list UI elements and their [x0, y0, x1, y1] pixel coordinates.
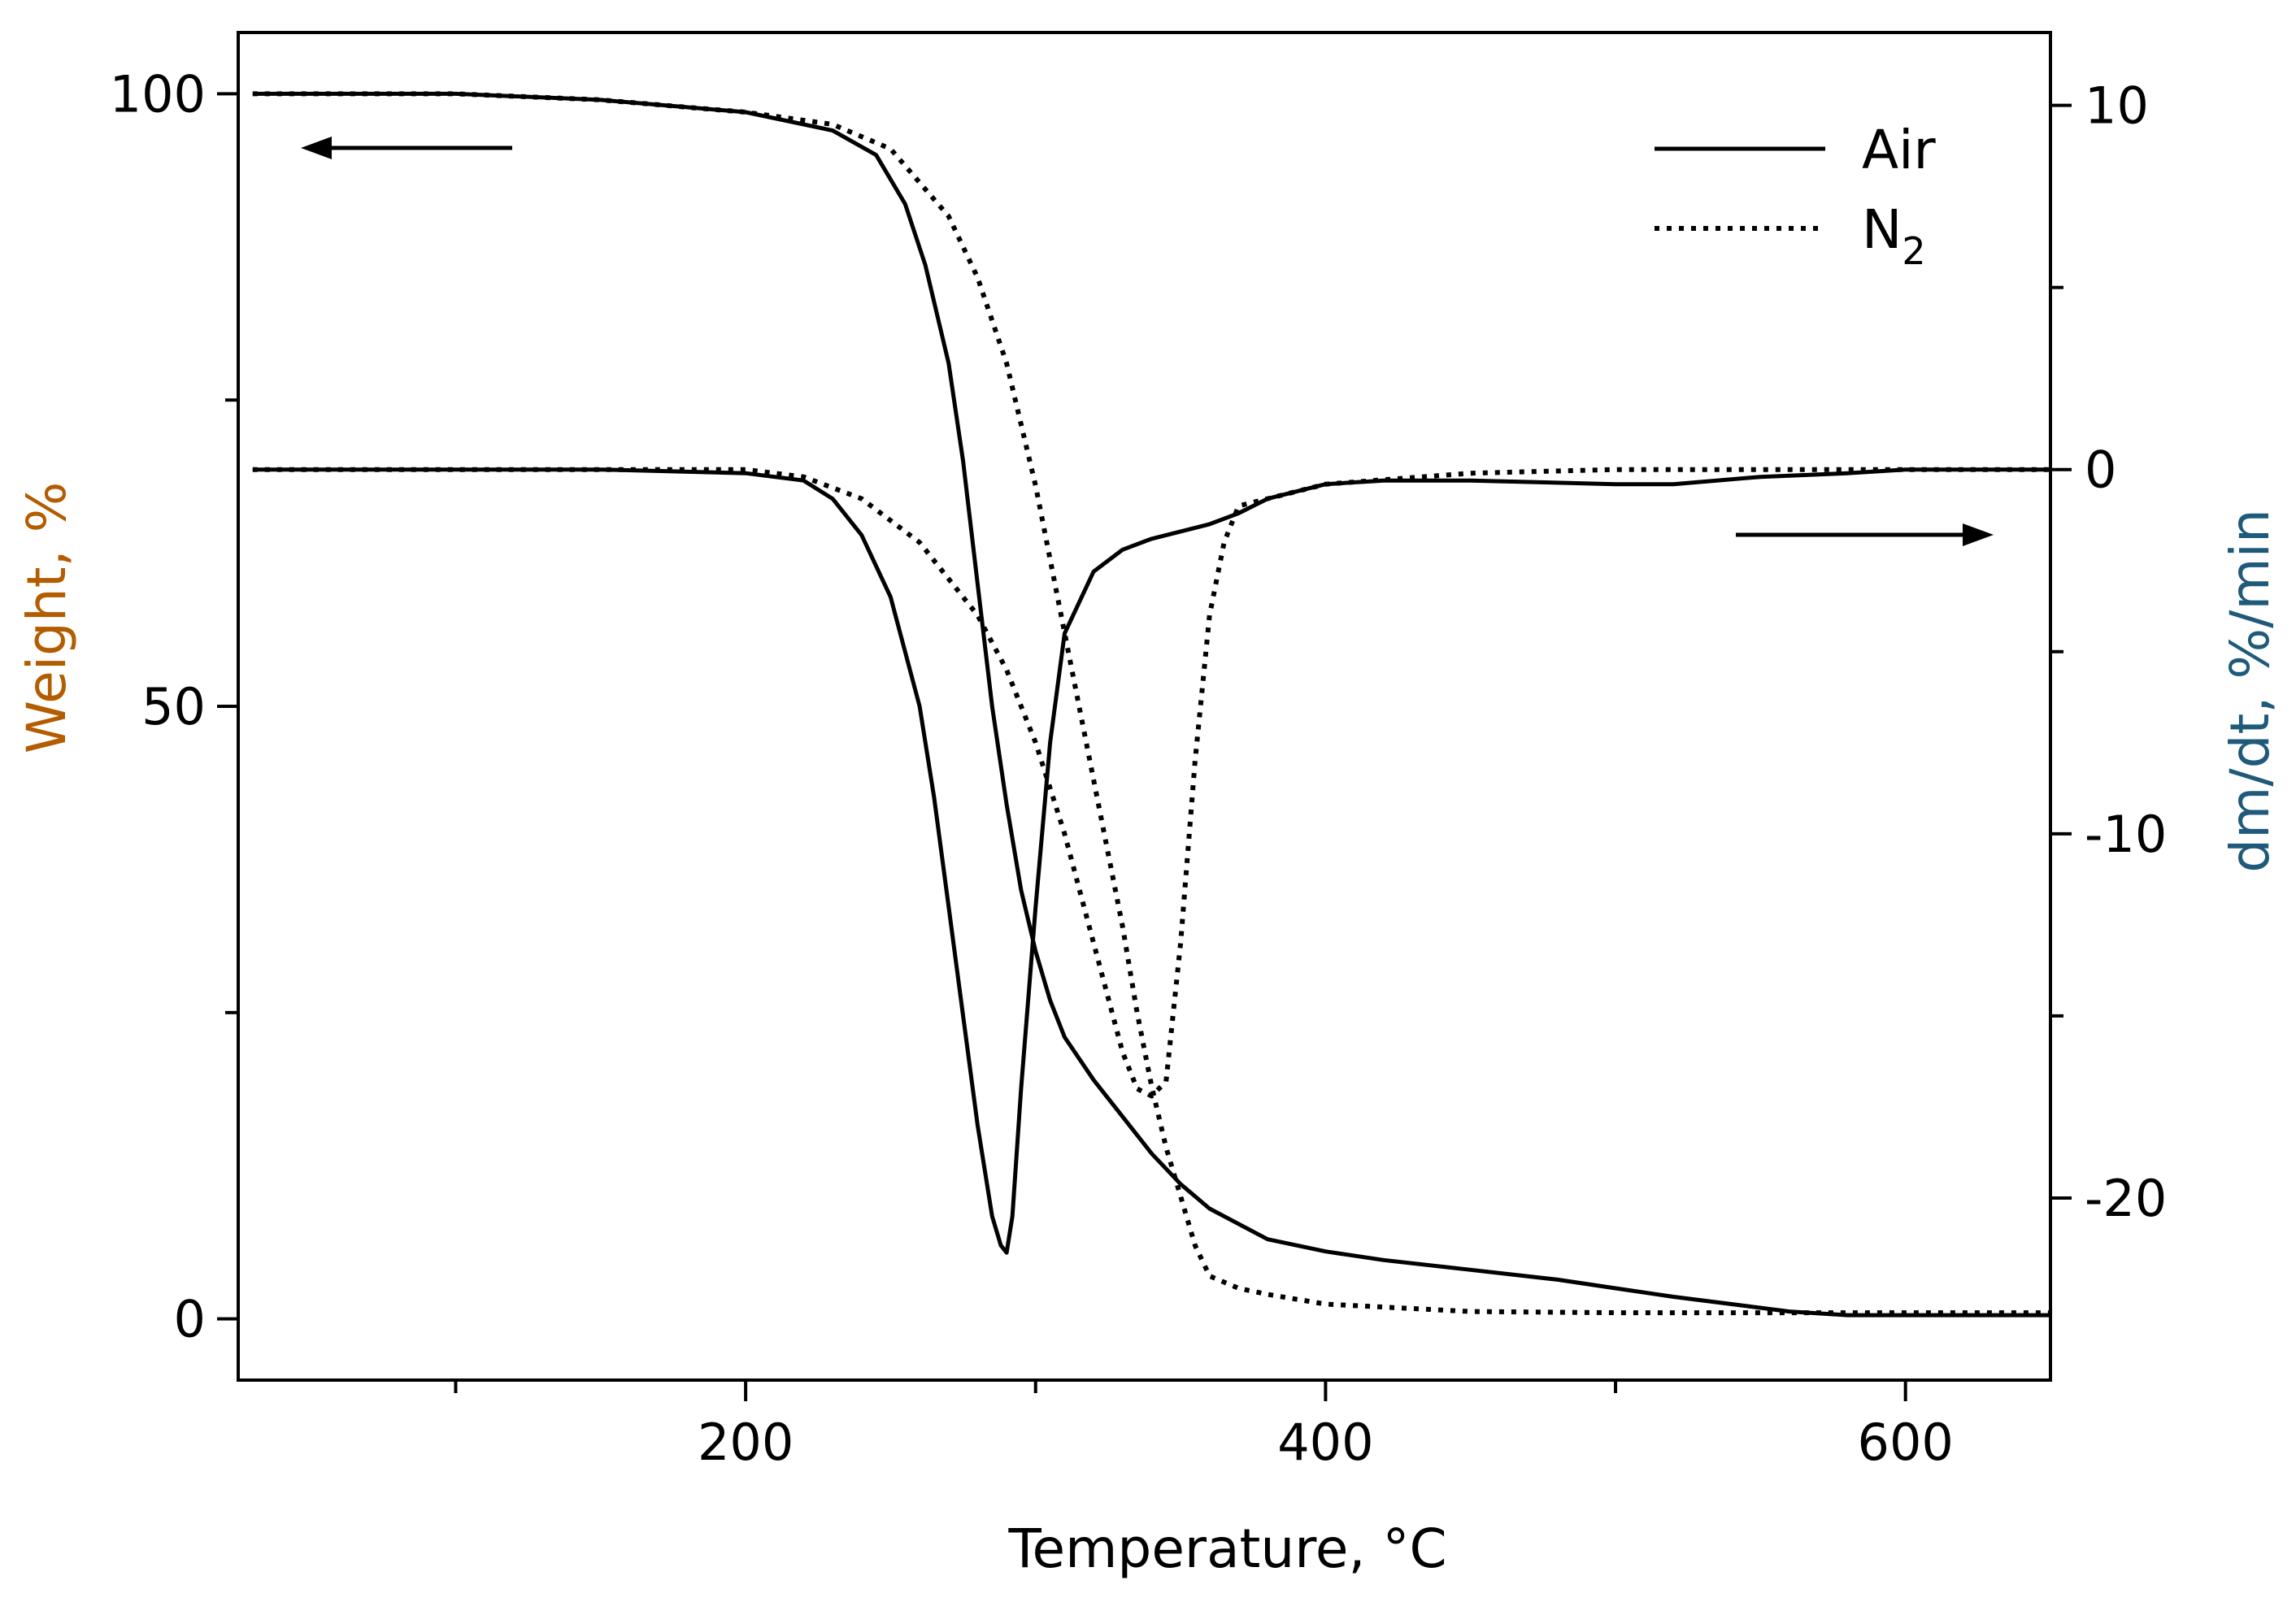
- ticks-layer: 200 400 600 0 50 100 -20 -10 0 10: [110, 64, 2168, 1472]
- right-y-tick-label: 0: [2085, 441, 2116, 500]
- series-line-air-dmdt: [252, 467, 2050, 1255]
- left-y-tick-label: 0: [174, 1290, 206, 1349]
- right-y-tick-label: -10: [2085, 805, 2167, 864]
- right-axis-arrow: [1736, 523, 1994, 546]
- left-axis-title: Weight, %: [15, 482, 78, 754]
- series-line-n-weight: [252, 91, 2050, 1316]
- right-axis-title: dm/dt, %/min: [2219, 509, 2281, 873]
- legend-label-air: Air: [1862, 119, 1936, 181]
- series-line-air-weight: [252, 91, 2050, 1318]
- series-line-n-dmdt: [252, 467, 2050, 1099]
- legend: Air N2: [1655, 119, 1936, 273]
- x-axis-title: Temperature, °C: [1007, 1517, 1446, 1580]
- left-y-tick-label: 50: [141, 677, 206, 736]
- left-axis-arrow: [301, 137, 512, 159]
- right-y-tick-label: -20: [2085, 1169, 2167, 1228]
- series-layer: [252, 91, 2050, 1318]
- left-y-tick-label: 100: [110, 64, 206, 124]
- legend-label-n2: N2: [1862, 198, 1926, 273]
- x-tick-label: 600: [1858, 1413, 1954, 1472]
- x-tick-label: 200: [698, 1413, 794, 1472]
- right-y-tick-label: 10: [2085, 76, 2149, 136]
- plot-frame: [237, 31, 2052, 1382]
- x-tick-label: 400: [1277, 1413, 1373, 1472]
